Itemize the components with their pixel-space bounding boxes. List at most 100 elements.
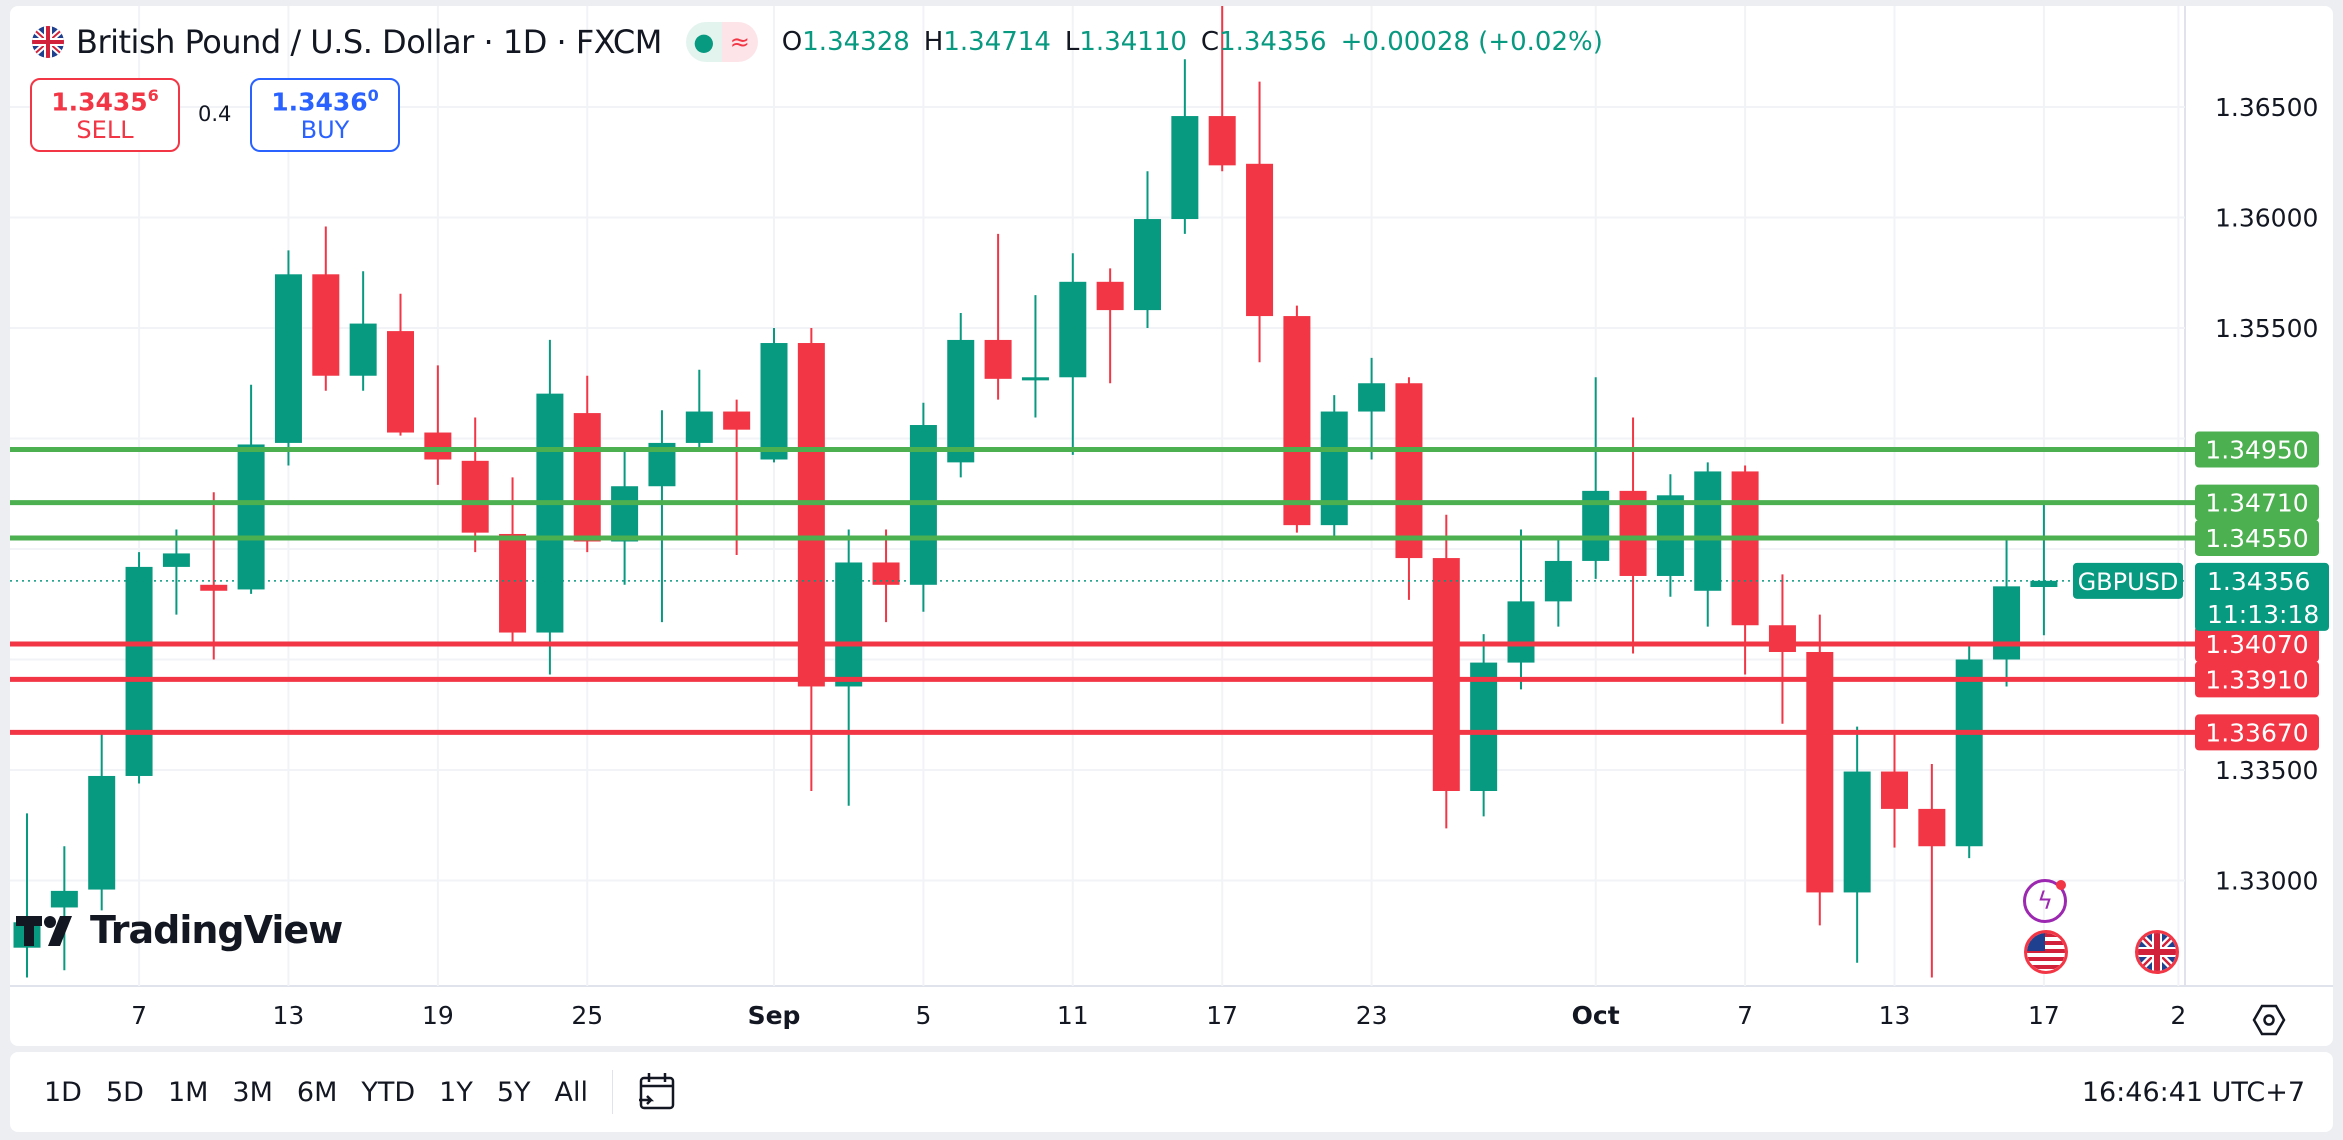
support-level-label: 1.34070 xyxy=(2205,630,2308,659)
clock[interactable]: 16:46:41 UTC+7 xyxy=(2081,1076,2305,1108)
candle-body xyxy=(1731,471,1759,626)
candle-body xyxy=(1283,316,1311,526)
spread-value: 0.4 xyxy=(198,102,232,126)
lightning-icon[interactable]: ϟ xyxy=(2023,879,2067,923)
range-1m[interactable]: 1M xyxy=(167,1076,209,1108)
candle xyxy=(573,375,601,553)
candle-body xyxy=(274,274,302,443)
candle xyxy=(723,399,751,555)
candle-body xyxy=(1208,116,1236,166)
gb-flag-icon[interactable] xyxy=(2134,929,2180,975)
candle-body xyxy=(1171,116,1199,220)
candle-body xyxy=(1096,281,1124,311)
range-5y[interactable]: 5Y xyxy=(496,1076,531,1108)
countdown-label: 11:13:18 xyxy=(2207,600,2319,629)
candle-body xyxy=(797,343,825,687)
candle-body xyxy=(685,411,713,443)
resistance-level-label: 1.34710 xyxy=(2205,489,2308,518)
last-price-label-bg xyxy=(2195,562,2329,631)
range-6m[interactable]: 6M xyxy=(296,1076,338,1108)
chart-panel[interactable]: 1.36500 1.36000 1.35500 1.33500 1.33000 7 13 19… xyxy=(10,6,2333,1046)
us-flag-icon[interactable] xyxy=(2023,929,2069,975)
range-all[interactable]: All xyxy=(554,1076,588,1108)
close-value: 1.34356 xyxy=(1219,27,1327,57)
candle-body xyxy=(237,444,265,590)
candle xyxy=(1358,357,1386,460)
candle xyxy=(2030,501,2058,636)
settings-icon[interactable] xyxy=(2252,1003,2286,1037)
candle xyxy=(200,492,228,660)
candle-body xyxy=(2030,580,2058,588)
resistance-level-label-bg xyxy=(2195,484,2319,521)
bottom-toolbar: 1D 5D 1M 3M 6M YTD 1Y 5Y All 16:46:41 UT… xyxy=(10,1052,2333,1132)
candle-body xyxy=(424,432,452,460)
candle-body xyxy=(536,393,564,633)
market-status[interactable]: ● ≈ xyxy=(685,22,758,62)
candle xyxy=(237,384,265,594)
candle xyxy=(835,529,863,806)
symbol-title[interactable]: British Pound / U.S. Dollar · 1D · FXCM xyxy=(76,23,662,61)
range-3m[interactable]: 3M xyxy=(232,1076,273,1108)
candle xyxy=(13,813,41,978)
candle-body xyxy=(461,460,489,533)
candle-body xyxy=(88,775,116,890)
candle xyxy=(1246,81,1274,363)
buy-button[interactable]: 1.34360 BUY xyxy=(250,78,400,152)
candle xyxy=(1283,305,1311,533)
logo-text: TradingView xyxy=(90,908,343,952)
x-tick-label: 13 xyxy=(273,1001,305,1030)
support-level-label-bg xyxy=(2195,661,2319,698)
x-tick-label: 11 xyxy=(1057,1001,1089,1030)
candle-body xyxy=(835,562,863,687)
candle-body xyxy=(984,339,1012,379)
close-label: C xyxy=(1200,27,1220,57)
candle xyxy=(1918,764,1946,978)
x-tick-label: 7 xyxy=(131,1001,147,1030)
buy-price-sup: 0 xyxy=(367,85,379,105)
candle xyxy=(1208,6,1236,172)
market-open-dot-icon[interactable]: ● xyxy=(685,22,722,62)
y-tick-label: 1.35500 xyxy=(2215,314,2318,343)
candle xyxy=(1881,734,1908,848)
candle-body xyxy=(947,339,975,463)
candle xyxy=(1395,377,1423,600)
x-tick-label: 19 xyxy=(422,1001,454,1030)
price-chart[interactable]: 1.36500 1.36000 1.35500 1.33500 1.33000 7 13 19… xyxy=(10,6,2333,1046)
candle xyxy=(1806,614,1834,926)
candle-body xyxy=(760,343,788,460)
candle xyxy=(1320,395,1348,541)
support-level-label-bg xyxy=(2195,626,2319,663)
range-5d[interactable]: 5D xyxy=(105,1076,144,1108)
range-1d[interactable]: 1D xyxy=(44,1076,82,1108)
candle xyxy=(461,417,489,553)
candle xyxy=(1768,574,1796,724)
y-tick-label: 1.33000 xyxy=(2215,867,2318,896)
candle xyxy=(872,529,900,623)
candle-body xyxy=(1134,219,1161,311)
last-price-label: 1.34356 xyxy=(2207,567,2310,596)
support-level-label: 1.33910 xyxy=(2205,665,2308,694)
candle xyxy=(1096,268,1124,384)
range-ytd[interactable]: YTD xyxy=(361,1076,416,1108)
sell-label: SELL xyxy=(76,116,134,145)
y-tick-label: 1.33500 xyxy=(2215,756,2318,785)
x-tick-label: 2 xyxy=(2170,1001,2186,1030)
symbol-label-bg xyxy=(2073,562,2183,599)
sell-button[interactable]: 1.34356 SELL xyxy=(30,78,180,152)
candle-body xyxy=(1918,808,1946,847)
candle-body xyxy=(1358,383,1386,412)
tradingview-logo[interactable]: TradingView xyxy=(14,908,343,952)
candle xyxy=(1582,377,1610,579)
wave-icon[interactable]: ≈ xyxy=(721,22,758,62)
candle-body xyxy=(50,890,78,908)
open-value: 1.34328 xyxy=(802,27,910,57)
candle-body xyxy=(1395,383,1423,559)
candle-body xyxy=(1694,471,1722,591)
candle xyxy=(611,447,639,585)
candle xyxy=(50,846,78,971)
range-buttons: 1D 5D 1M 3M 6M YTD 1Y 5Y All xyxy=(44,1052,677,1132)
candle-body xyxy=(1021,377,1049,381)
calendar-goto-icon[interactable] xyxy=(637,1070,677,1114)
range-1y[interactable]: 1Y xyxy=(439,1076,473,1108)
candle xyxy=(947,312,975,478)
